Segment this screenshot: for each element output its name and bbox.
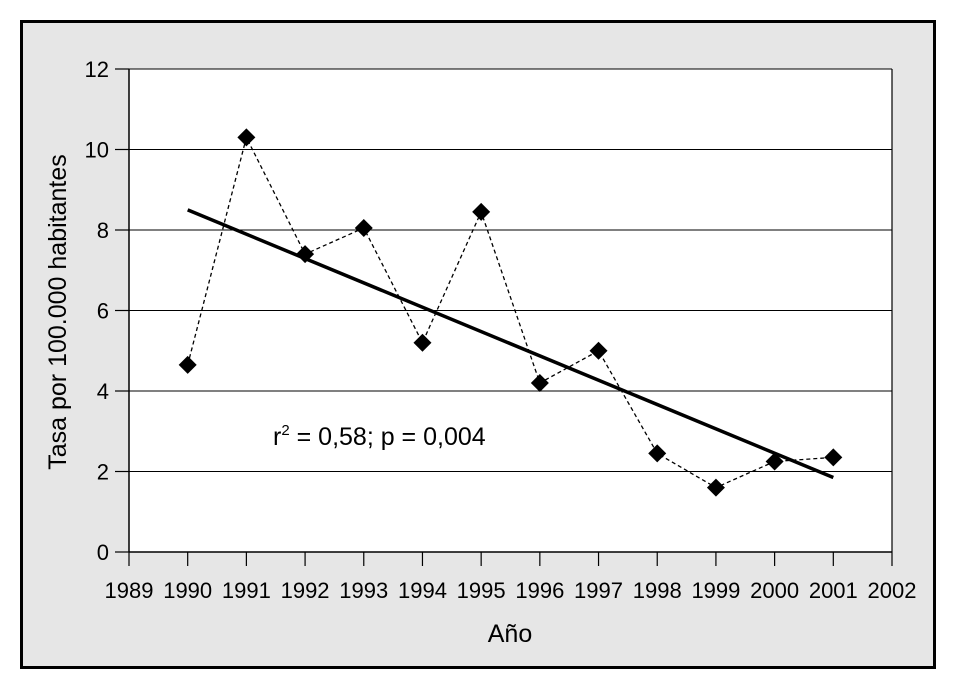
x-tick-label: 1991 [222,578,271,603]
y-tick-label: 8 [97,218,109,243]
data-point-marker [237,128,256,147]
data-point-marker [824,448,843,467]
x-tick-label: 1999 [691,578,740,603]
data-point-marker [472,202,491,221]
data-point-marker [706,478,725,497]
data-point-marker [648,444,667,463]
y-tick-label: 4 [97,379,109,404]
data-point-marker [765,452,784,471]
series-dashed-line [187,135,834,489]
trend-line [187,208,834,480]
r-symbol: r [273,423,281,451]
x-tick-label: 2000 [750,578,799,603]
x-tick-label: 1996 [515,578,564,603]
data-point-marker [354,218,373,237]
data-point-marker [589,341,608,360]
data-point-marker [178,355,197,374]
x-tick-label: 1997 [574,578,623,603]
y-tick-labels: 0 2 4 6 8 10 12 [85,57,109,565]
grid-lines [129,68,892,472]
y-tick-label: 12 [85,57,109,82]
data-point-marker [296,245,315,264]
data-point-marker [530,373,549,392]
series-layer [187,135,834,489]
x-tick-labels: 1989 1990 1991 1992 1993 1994 1995 1996 1997 1998… [105,578,917,603]
y-tick-label: 6 [97,299,109,324]
stats-annotation: r2 = 0,58; p = 0,004 [273,422,486,451]
x-tick-label: 1993 [339,578,388,603]
x-tick-label: 1992 [281,578,330,603]
marker-layer [178,128,843,497]
x-tick-label: 2002 [868,578,917,603]
x-tick-label: 1995 [457,578,506,603]
y-tick-label: 0 [97,540,109,565]
x-axis-title: Año [488,620,532,648]
data-point-marker [413,333,432,352]
x-tick-label: 1994 [398,578,447,603]
stats-text: = 0,58; p = 0,004 [290,423,486,451]
y-tick-label: 10 [85,138,109,163]
axes [115,68,893,566]
r-superscript: 2 [281,422,289,439]
x-tick-label: 1990 [163,578,212,603]
x-tick-label: 1989 [105,578,154,603]
x-tick-label: 2001 [809,578,858,603]
y-axis-title: Tasa por 100.000 habitantes [44,154,72,470]
y-tick-label: 2 [97,460,109,485]
x-tick-label: 1998 [633,578,682,603]
trend-layer [187,208,834,480]
